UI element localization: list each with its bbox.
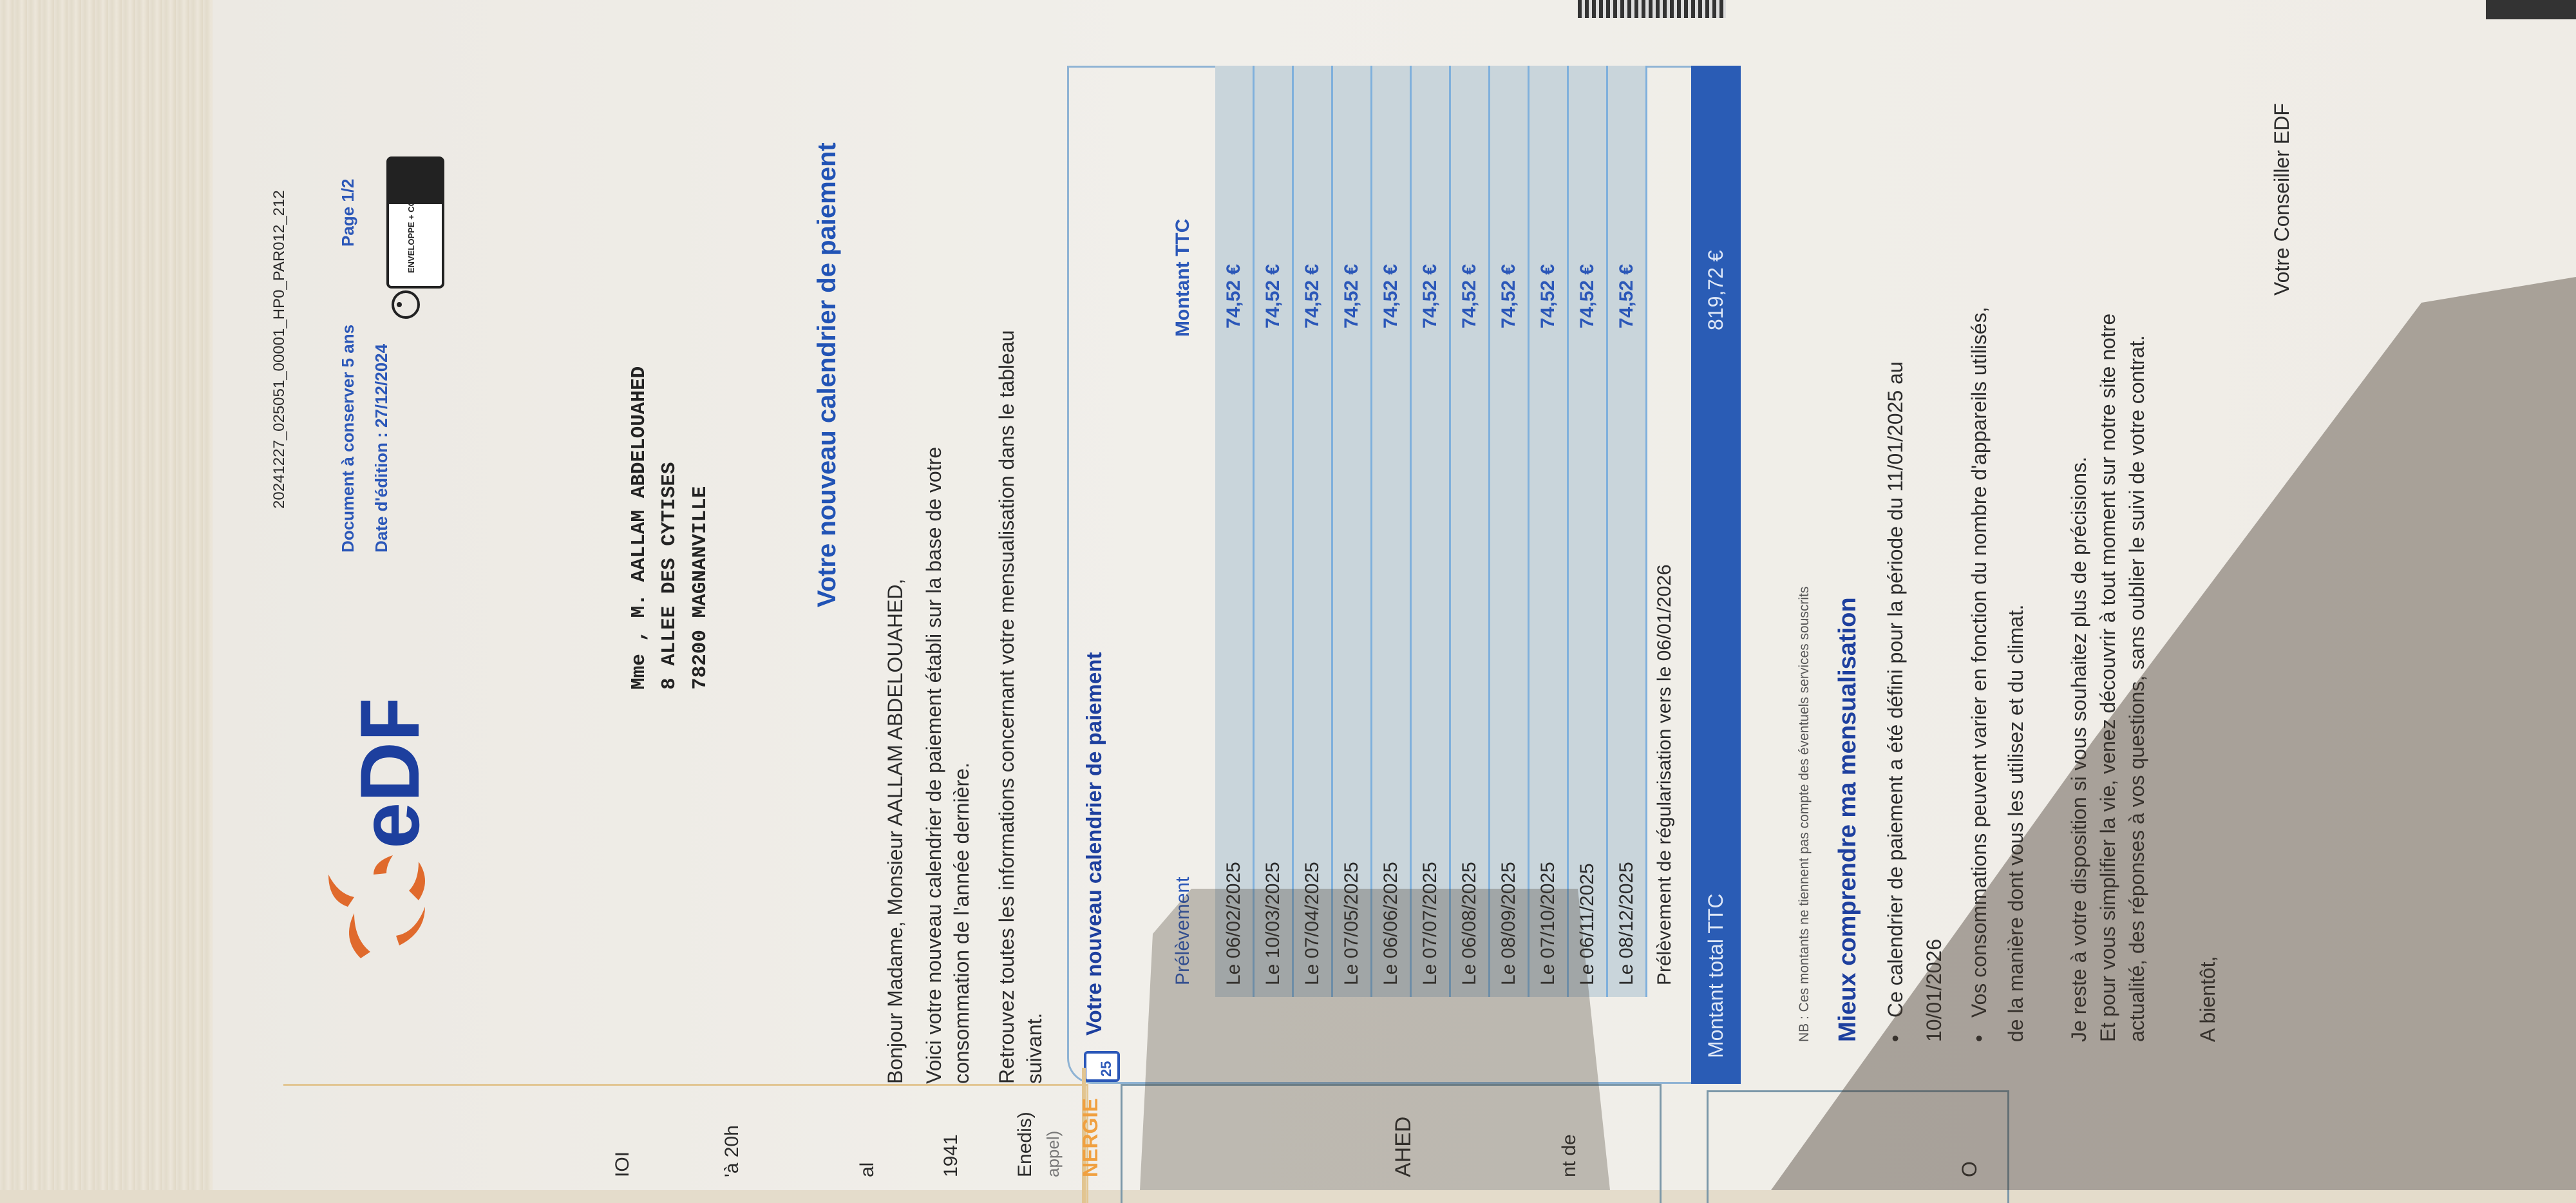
- side-fragment: NERGIE: [1079, 1098, 1102, 1177]
- row-amount: 74,52 €: [1616, 263, 1637, 328]
- side-fragment: 'à 20h: [721, 1125, 743, 1177]
- table-row: Le 06/08/2025 74,52 €: [1451, 66, 1490, 997]
- col-header-date: Prélèvement: [1172, 876, 1193, 985]
- side-fragment: al: [857, 1162, 878, 1177]
- table-row: Le 07/04/2025 74,52 €: [1294, 66, 1333, 997]
- letter-title: Votre nouveau calendrier de paiement: [813, 142, 841, 607]
- side-fragment: appel): [1043, 1130, 1063, 1177]
- amounts-note: NB : Ces montants ne tiennent pas compte…: [1797, 586, 1812, 1042]
- table-row: Le 06/02/2025 74,52 €: [1215, 66, 1255, 997]
- sign-off: A bientôt,: [2196, 956, 2219, 1042]
- row-amount: 74,52 €: [1459, 263, 1480, 328]
- recipient-name: Mme , M. AALLAM ABDELOUAHED: [628, 366, 650, 690]
- row-date: Le 06/06/2025: [1380, 862, 1401, 985]
- edition-date: Date d'édition : 27/12/2024: [372, 343, 391, 553]
- row-amount: 74,52 €: [1223, 263, 1244, 328]
- table-row: Le 07/07/2025 74,52 €: [1412, 66, 1451, 997]
- keep-notice: Document à conserver 5 ans: [338, 324, 357, 553]
- bullet-1-line-2: 10/01/2026: [1922, 938, 1946, 1042]
- bullet-2-line-1: Vos consommations peuvent varier en fonc…: [1967, 307, 1991, 1018]
- side-fragment: IOI: [612, 1151, 633, 1177]
- table-row: Le 07/05/2025 74,52 €: [1333, 66, 1372, 997]
- row-date: Le 08/09/2025: [1498, 862, 1519, 985]
- total-value: 819,72 €: [1704, 250, 1727, 330]
- calendar-icon: 25: [1084, 1051, 1120, 1082]
- row-amount: 74,52 €: [1302, 263, 1323, 328]
- bullet-1-line-1: Ce calendrier de paiement a été défini p…: [1884, 361, 1907, 1018]
- intro-line-2: consommation de l'année dernière.: [950, 763, 973, 1084]
- recycle-bin-icon: [389, 159, 442, 204]
- regularisation-note: Prélèvement de régularisation vers le 06…: [1654, 564, 1675, 985]
- edf-sun-icon: [328, 855, 425, 958]
- bullet-2: • Vos consommations peuvent varier en fo…: [1967, 307, 1991, 1042]
- intro-line-1: Voici votre nouveau calendrier de paieme…: [922, 446, 945, 1084]
- row-date: Le 07/07/2025: [1419, 862, 1441, 985]
- row-amount: 74,52 €: [1537, 263, 1558, 328]
- find-line-1: Retrouvez toutes les informations concer…: [995, 330, 1018, 1084]
- row-amount: 74,52 €: [1380, 263, 1401, 328]
- row-amount: 74,52 €: [1341, 263, 1362, 328]
- bullet-2-line-2: de la manière dont vous les utilisez et …: [2004, 604, 2027, 1042]
- wooden-surface: [0, 0, 219, 1190]
- edf-logo-text: eDF: [343, 701, 437, 849]
- table-row: Le 10/03/2025 74,52 €: [1255, 66, 1294, 997]
- table-row: Le 07/10/2025 74,52 €: [1530, 66, 1569, 997]
- side-fragment: O: [1958, 1161, 1981, 1177]
- row-date: Le 06/11/2025: [1577, 863, 1598, 985]
- row-amount: 74,52 €: [1419, 263, 1441, 328]
- row-amount: 74,52 €: [1262, 263, 1283, 328]
- row-date: Le 06/08/2025: [1459, 862, 1480, 985]
- dark-corner: [2486, 0, 2576, 19]
- table-row: Le 08/12/2025 74,52 €: [1608, 66, 1647, 997]
- greeting: Bonjour Madame, Monsieur AALLAM ABDELOUA…: [884, 578, 907, 1084]
- signature: Votre Conseiller EDF: [2270, 103, 2293, 296]
- total-bar: Montant total TTC 819,72 €: [1691, 66, 1741, 1084]
- page-number: Page 1/2: [338, 178, 357, 247]
- table-row: Le 08/09/2025 74,52 €: [1490, 66, 1530, 997]
- qr-code: [1578, 0, 1726, 18]
- schedule-title: Votre nouveau calendrier de paiement: [1082, 652, 1106, 1036]
- calendar-icon-day: 25: [1098, 1061, 1114, 1077]
- side-panel-box-orange: [283, 1084, 1088, 1203]
- row-amount: 74,52 €: [1498, 263, 1519, 328]
- side-fragment: Enedis): [1014, 1112, 1036, 1177]
- row-amount: 74,52 €: [1577, 263, 1598, 328]
- row-date: Le 07/04/2025: [1302, 862, 1323, 985]
- side-panel-box-blue-2: [1707, 1090, 2009, 1203]
- envelope-badge: ENVELOPPE + COURRIER: [386, 156, 444, 289]
- row-date: Le 10/03/2025: [1262, 862, 1283, 985]
- closing-line-3: actualité, des réponses à vos questions,…: [2125, 335, 2148, 1043]
- recipient-street: 8 ALLEE DES CYTISES: [658, 462, 681, 690]
- table-row: Le 06/11/2025 74,52 €: [1569, 66, 1608, 997]
- row-date: Le 08/12/2025: [1616, 862, 1637, 985]
- closing-line-2: Et pour vous simplifier la vie, venez dé…: [2096, 313, 2119, 1042]
- total-label: Montant total TTC: [1704, 893, 1727, 1058]
- closing-line-1: Je reste à votre disposition si vous sou…: [2067, 457, 2090, 1042]
- recipient-city: 78200 MAGNANVILLE: [689, 486, 712, 690]
- document-reference: 20241227_025051_00001_HP0_PAR012_212: [270, 190, 288, 509]
- schedule-table: Le 06/02/2025 74,52 € Le 10/03/2025 74,52 €…: [1215, 66, 1647, 997]
- bullet-1: • Ce calendrier de paiement a été défini…: [1884, 361, 1907, 1042]
- row-date: Le 06/02/2025: [1223, 862, 1244, 985]
- row-date: Le 07/05/2025: [1341, 862, 1362, 985]
- find-line-2: suivant.: [1023, 1012, 1046, 1084]
- edf-logo: eDF: [328, 701, 437, 958]
- side-fragment: AHED: [1391, 1116, 1416, 1177]
- side-fragment: nt de: [1558, 1134, 1580, 1177]
- col-header-amount: Montant TTC: [1172, 218, 1193, 337]
- recycling-person-icon: [392, 290, 420, 319]
- explain-title: Mieux comprendre ma mensualisation: [1834, 597, 1861, 1042]
- row-date: Le 07/10/2025: [1537, 862, 1558, 985]
- side-fragment: 1941: [940, 1134, 961, 1177]
- table-row: Le 06/06/2025 74,52 €: [1372, 66, 1412, 997]
